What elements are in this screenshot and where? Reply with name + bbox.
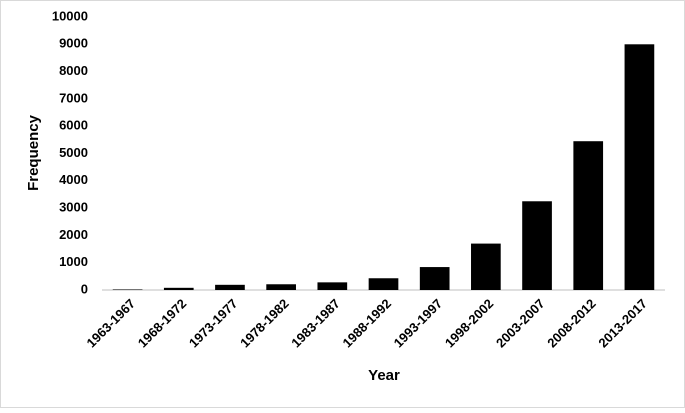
y-tick-label: 0: [81, 281, 88, 296]
bar: [368, 278, 399, 290]
y-tick-label: 5000: [59, 145, 88, 160]
x-axis-title: Year: [368, 367, 400, 384]
bar: [471, 243, 501, 290]
bar: [112, 289, 143, 290]
bar: [419, 267, 450, 290]
y-axis-title: Frequency: [25, 114, 42, 191]
y-tick-label: 3000: [59, 200, 88, 215]
bar: [163, 287, 194, 290]
bar: [573, 141, 604, 290]
bar: [317, 282, 348, 290]
bar: [266, 284, 296, 290]
y-tick-label: 6000: [59, 118, 88, 133]
bar: [215, 284, 245, 290]
bar: [624, 44, 655, 290]
y-tick-label: 2000: [59, 227, 88, 242]
y-tick-label: 10000: [52, 8, 88, 23]
y-tick-label: 8000: [59, 63, 88, 78]
y-tick-label: 7000: [59, 90, 88, 105]
y-tick-label: 4000: [59, 172, 88, 187]
y-tick-label: 9000: [59, 36, 88, 51]
y-tick-label: 1000: [59, 254, 88, 269]
bar: [522, 201, 552, 290]
